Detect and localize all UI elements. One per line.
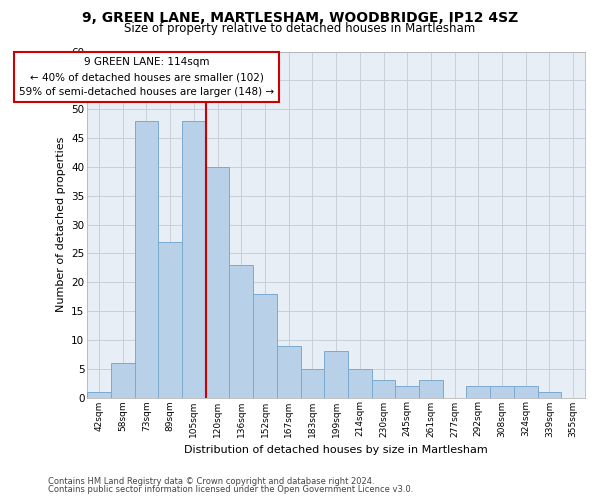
Text: 9, GREEN LANE, MARTLESHAM, WOODBRIDGE, IP12 4SZ: 9, GREEN LANE, MARTLESHAM, WOODBRIDGE, I…	[82, 11, 518, 25]
Bar	[253, 294, 277, 398]
Bar	[111, 363, 134, 398]
Bar	[277, 346, 301, 398]
Text: Contains HM Land Registry data © Crown copyright and database right 2024.: Contains HM Land Registry data © Crown c…	[48, 477, 374, 486]
Bar	[371, 380, 395, 398]
Text: Contains public sector information licensed under the Open Government Licence v3: Contains public sector information licen…	[48, 485, 413, 494]
Bar	[419, 380, 443, 398]
Bar	[466, 386, 490, 398]
Bar	[538, 392, 561, 398]
Bar	[158, 242, 182, 398]
Bar	[395, 386, 419, 398]
Bar	[324, 352, 348, 398]
Text: Size of property relative to detached houses in Martlesham: Size of property relative to detached ho…	[124, 22, 476, 35]
Bar	[514, 386, 538, 398]
Bar	[206, 167, 229, 398]
Text: 9 GREEN LANE: 114sqm
← 40% of detached houses are smaller (102)
59% of semi-deta: 9 GREEN LANE: 114sqm ← 40% of detached h…	[19, 58, 274, 97]
Bar	[87, 392, 111, 398]
Bar	[301, 368, 324, 398]
Y-axis label: Number of detached properties: Number of detached properties	[56, 137, 65, 312]
Bar	[490, 386, 514, 398]
Bar	[348, 368, 371, 398]
X-axis label: Distribution of detached houses by size in Martlesham: Distribution of detached houses by size …	[184, 445, 488, 455]
Bar	[182, 120, 206, 398]
Bar	[229, 265, 253, 398]
Bar	[134, 120, 158, 398]
